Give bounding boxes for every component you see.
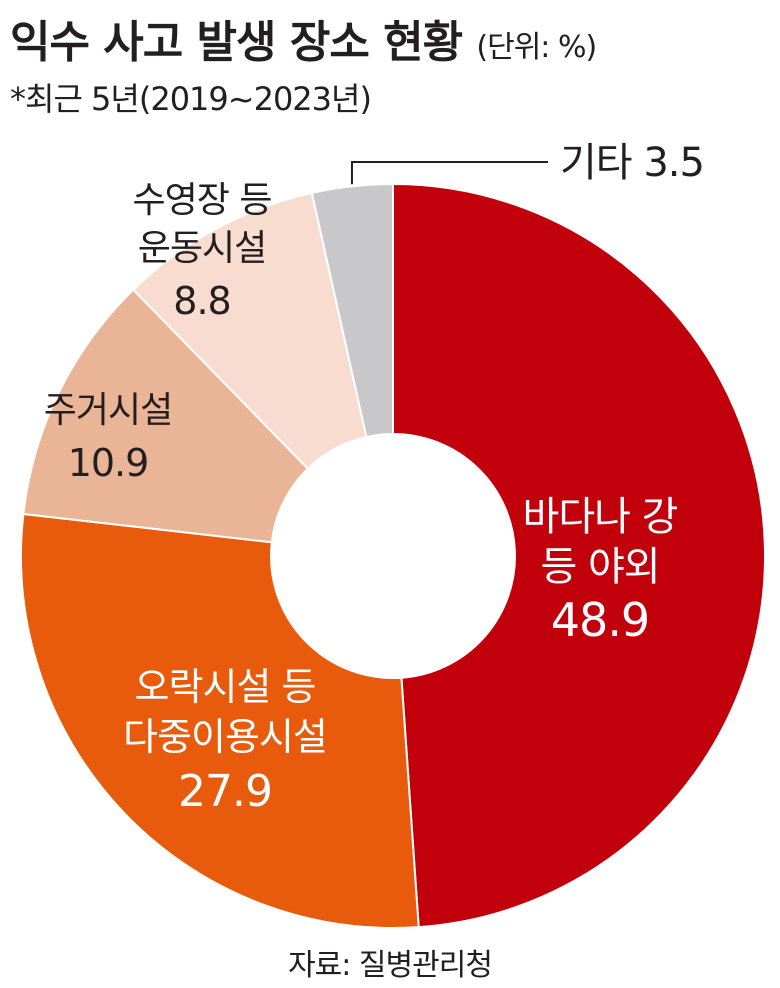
slice-value-label: 8.8 [173,279,230,323]
donut-slice-4 [131,191,368,471]
donut-slice-5 [310,182,394,439]
slice-label-line: 운동시설 [138,228,266,269]
slice-value-label: 10.9 [68,441,149,485]
slice-value-label: 48.9 [551,593,649,647]
slice-label-5: 기타 3.5 [560,140,704,186]
slice-label-line: 등 야외 [540,544,659,590]
donut-slice-1 [392,182,766,929]
chart-subtitle: *최근 5년(2019~2023년) [10,80,372,118]
chart-title-text: 익수 사고 발생 장소 현황 [10,17,463,68]
slice-value-label: 27.9 [178,766,272,817]
donut-slice-3 [22,288,310,544]
callout-leader-line [350,161,548,185]
slice-label-line: 바다나 강 [523,494,678,540]
slice-label-3: 주거시설 10.9 [44,390,172,485]
slice-label-line: 주거시설 [44,390,172,431]
slice-value-label: 3.5 [643,140,704,186]
chart-title: 익수 사고 발생 장소 현황 (단위: %) [10,6,597,70]
slice-label-line: 오락시설 등 [135,665,316,709]
source-note: 자료: 질병관리청 [288,948,493,983]
slice-label-line: 기타 [560,140,643,186]
slice-label-line: 다중이용시설 [123,715,327,759]
slice-label-line: 수영장 등 [133,180,272,221]
unit-label: (단위: %) [476,30,597,65]
donut-slice-2 [20,512,420,929]
